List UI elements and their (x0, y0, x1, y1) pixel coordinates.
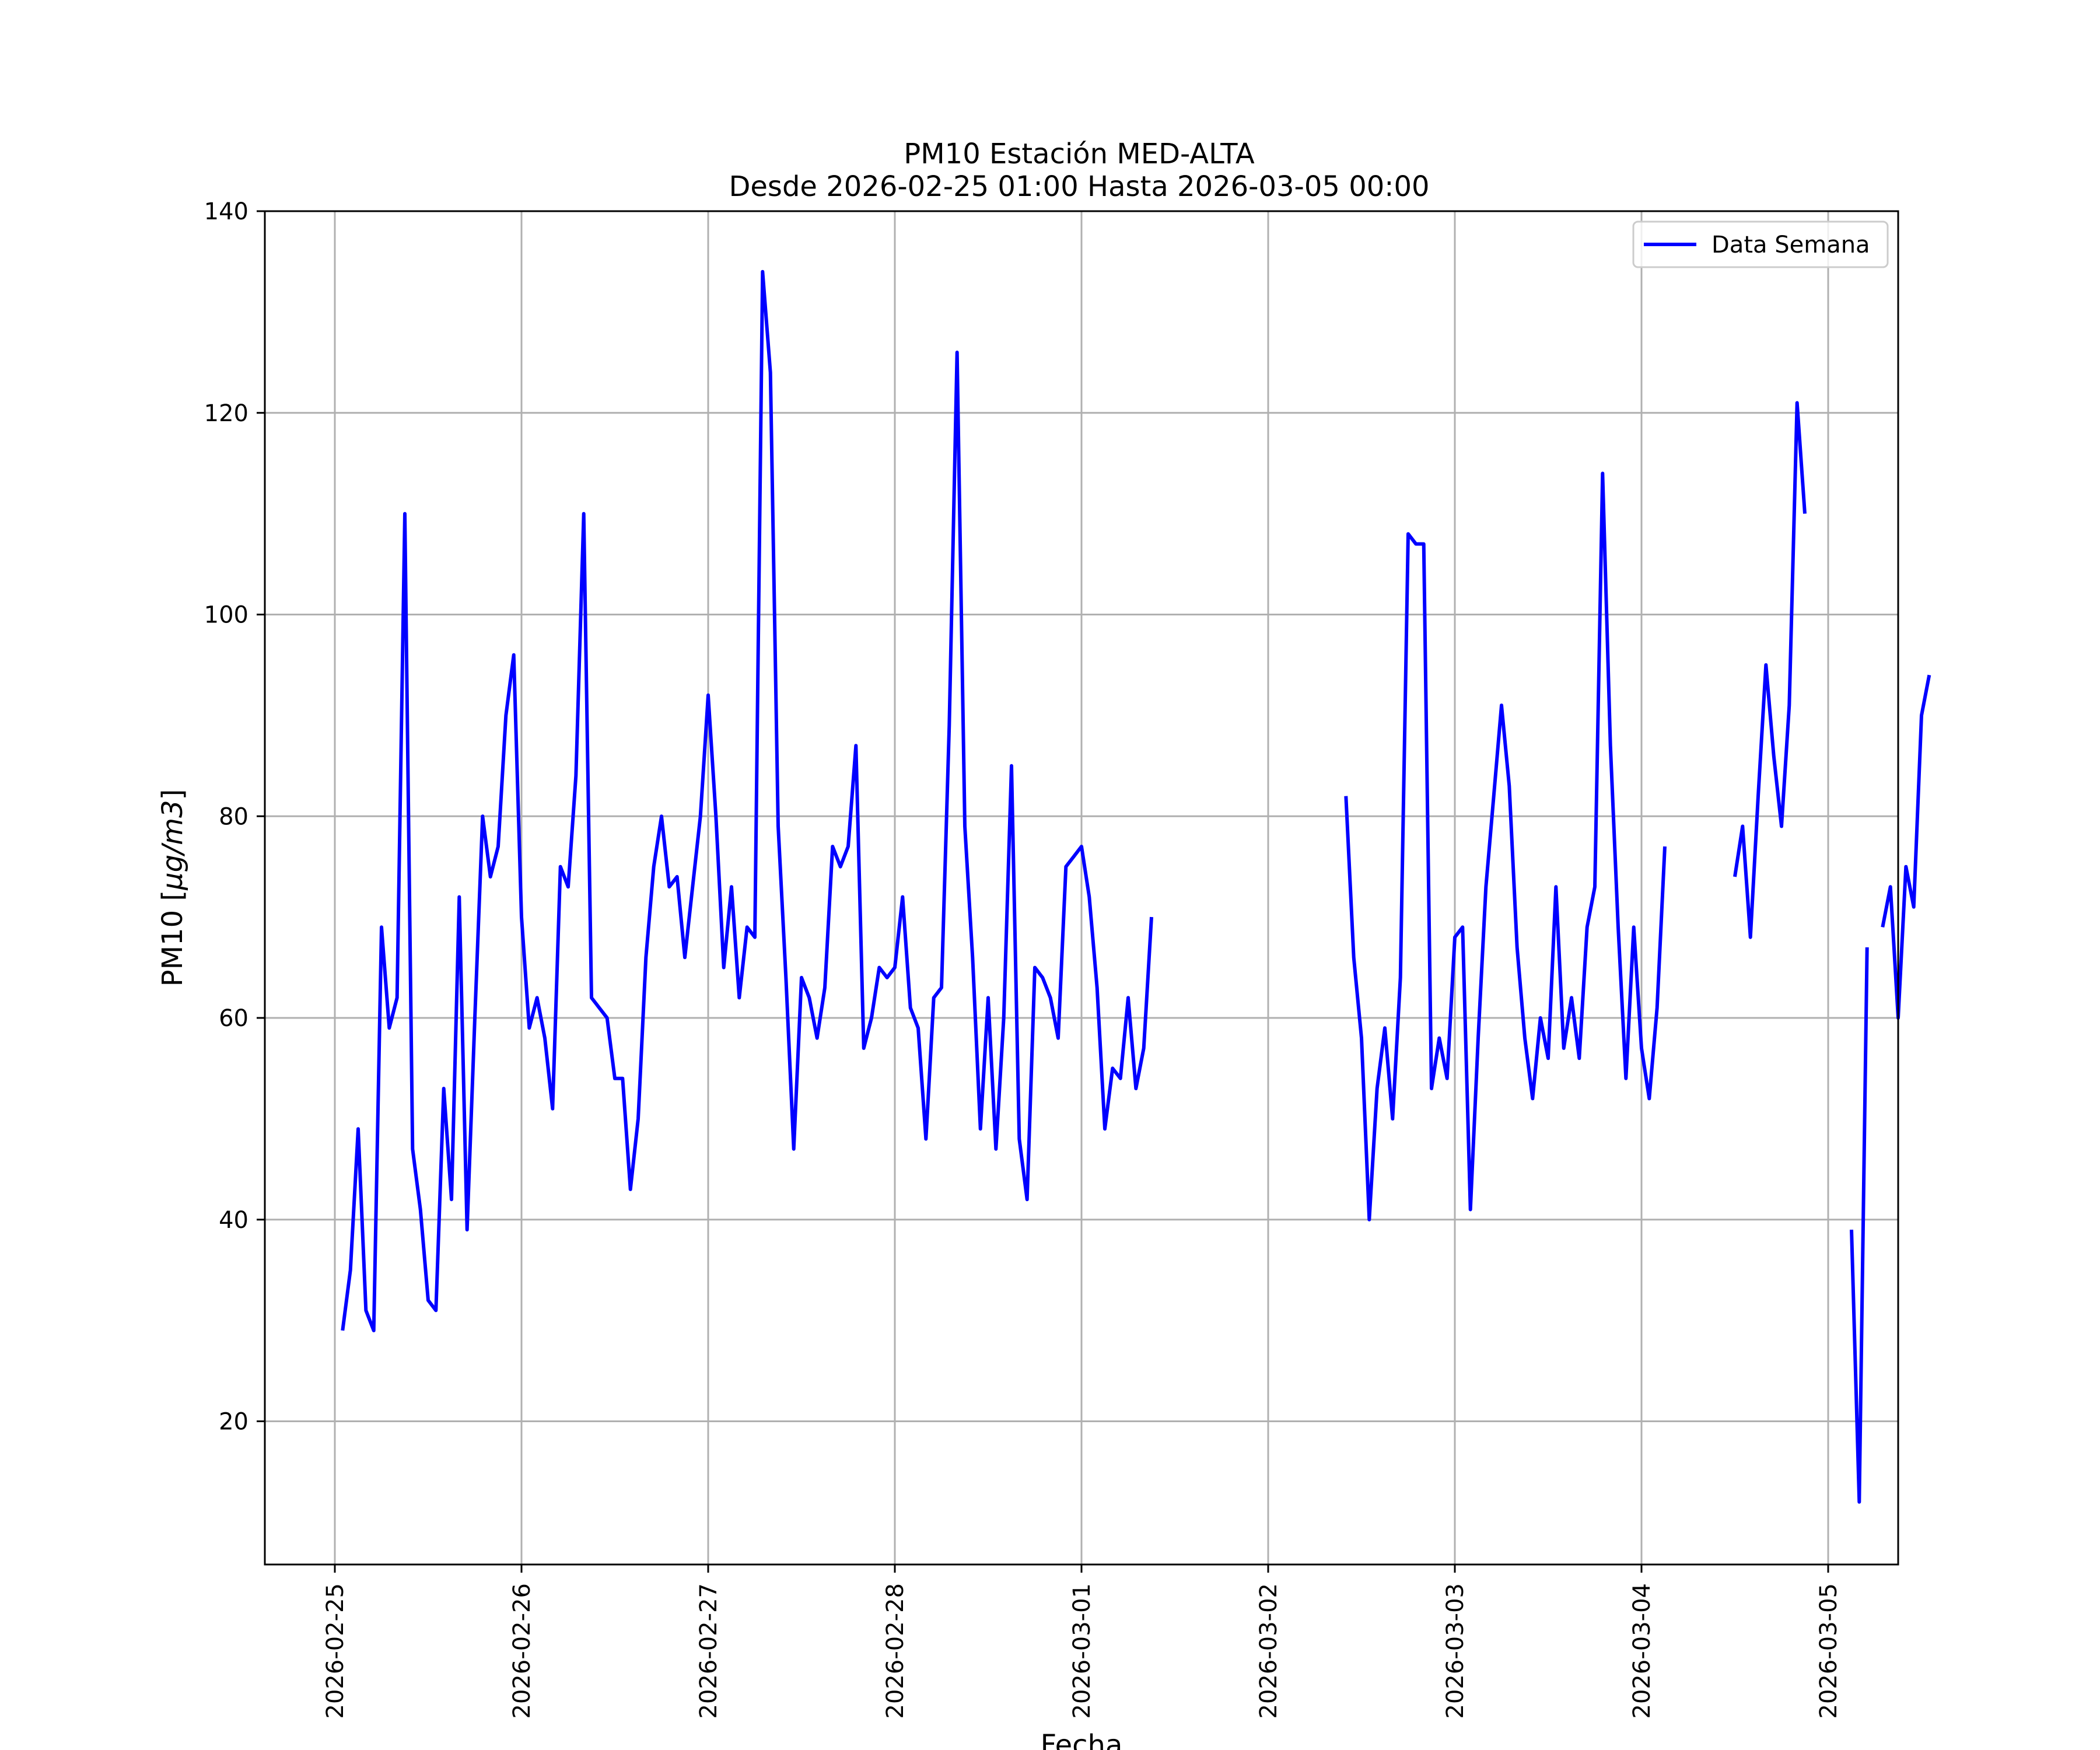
series-line-segment (1881, 674, 1931, 1020)
series-line-segment (1344, 471, 1667, 1222)
y-tick-label: 20 (219, 1409, 249, 1436)
y-axis-label-units: μg/m3 (156, 800, 189, 890)
series-line-segment (1850, 947, 1869, 1504)
x-tick-label: 2026-03-02 (1255, 1583, 1282, 1718)
y-tick-label: 60 (219, 1005, 249, 1032)
x-tick-label: 2026-03-04 (1629, 1583, 1656, 1718)
series-layer (341, 270, 1931, 1504)
y-axis-label: PM10 [μg/m3] (156, 789, 189, 987)
y-tick-label: 100 (204, 602, 249, 629)
series-line-segment (1733, 401, 1807, 939)
y-axis-label-text: PM10 [ (156, 890, 189, 986)
series-line-segment (341, 270, 1153, 1332)
x-tick-label: 2026-02-25 (322, 1583, 349, 1718)
axes: 20 40 60 80 100 120 140 2026-02-25 2026-02-26 202… (204, 198, 1842, 1718)
legend-label-data-semana: Data Semana (1712, 232, 1870, 258)
y-tick-label: 120 (204, 400, 249, 427)
y-tick-label: 80 (219, 803, 249, 830)
x-tick-label: 2026-02-27 (695, 1583, 722, 1718)
x-tick-label: 2026-03-03 (1442, 1583, 1469, 1718)
legend-box (1632, 220, 1889, 268)
x-axis-label: Fecha (1041, 1729, 1123, 1750)
legend: Data Semana (1632, 220, 1889, 268)
x-tick-label: 2026-03-01 (1069, 1583, 1096, 1718)
x-tick-label: 2026-02-28 (882, 1583, 909, 1718)
y-axis-label-bracket: ] (156, 789, 189, 800)
chart-title: PM10 Estación MED-ALTA (904, 138, 1255, 170)
y-tick-label: 40 (219, 1207, 249, 1234)
chart-subtitle: Desde 2026-02-25 01:00 Hasta 2026-03-05 … (729, 170, 1429, 203)
x-tick-label: 2026-02-26 (509, 1583, 536, 1718)
x-tick-label: 2026-03-05 (1815, 1583, 1842, 1718)
grid-lines (265, 210, 1898, 1564)
y-tick-label: 140 (204, 198, 249, 225)
